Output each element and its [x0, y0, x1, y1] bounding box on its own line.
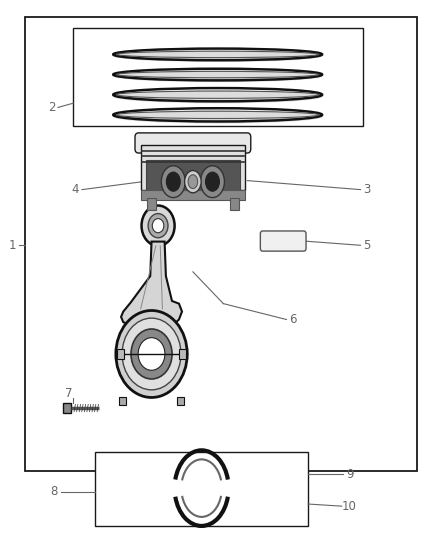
- Text: 10: 10: [342, 499, 357, 513]
- Text: 9: 9: [346, 468, 353, 481]
- Bar: [177, 397, 184, 406]
- Bar: [147, 198, 156, 210]
- Text: 1: 1: [8, 239, 16, 252]
- Ellipse shape: [188, 175, 198, 189]
- Text: 8: 8: [50, 486, 57, 498]
- Ellipse shape: [141, 206, 175, 246]
- Text: 6: 6: [289, 313, 297, 326]
- Ellipse shape: [113, 70, 322, 82]
- Ellipse shape: [205, 172, 219, 191]
- Bar: [180, 349, 187, 359]
- Text: 4: 4: [72, 183, 79, 196]
- Bar: [141, 190, 245, 200]
- Ellipse shape: [113, 50, 322, 62]
- Text: 7: 7: [65, 387, 73, 400]
- Text: 5: 5: [363, 239, 371, 252]
- Ellipse shape: [116, 311, 187, 398]
- Bar: [146, 160, 240, 198]
- Bar: [95, 452, 308, 526]
- Text: 2: 2: [48, 101, 55, 114]
- Bar: [119, 397, 126, 406]
- FancyBboxPatch shape: [260, 231, 306, 251]
- Bar: [73, 28, 363, 126]
- Ellipse shape: [201, 166, 224, 198]
- FancyBboxPatch shape: [135, 133, 251, 153]
- Ellipse shape: [166, 172, 180, 191]
- Bar: [117, 349, 124, 359]
- Bar: [25, 17, 417, 471]
- Bar: [141, 144, 245, 190]
- Text: 3: 3: [363, 183, 371, 196]
- Bar: [230, 198, 239, 210]
- Ellipse shape: [131, 329, 172, 379]
- Ellipse shape: [161, 166, 185, 198]
- Ellipse shape: [185, 171, 201, 193]
- Ellipse shape: [122, 318, 181, 390]
- Polygon shape: [121, 241, 182, 333]
- Ellipse shape: [138, 338, 165, 370]
- Bar: [63, 403, 71, 413]
- Ellipse shape: [148, 214, 168, 238]
- Ellipse shape: [113, 110, 322, 124]
- Ellipse shape: [152, 219, 164, 233]
- Ellipse shape: [113, 90, 322, 103]
